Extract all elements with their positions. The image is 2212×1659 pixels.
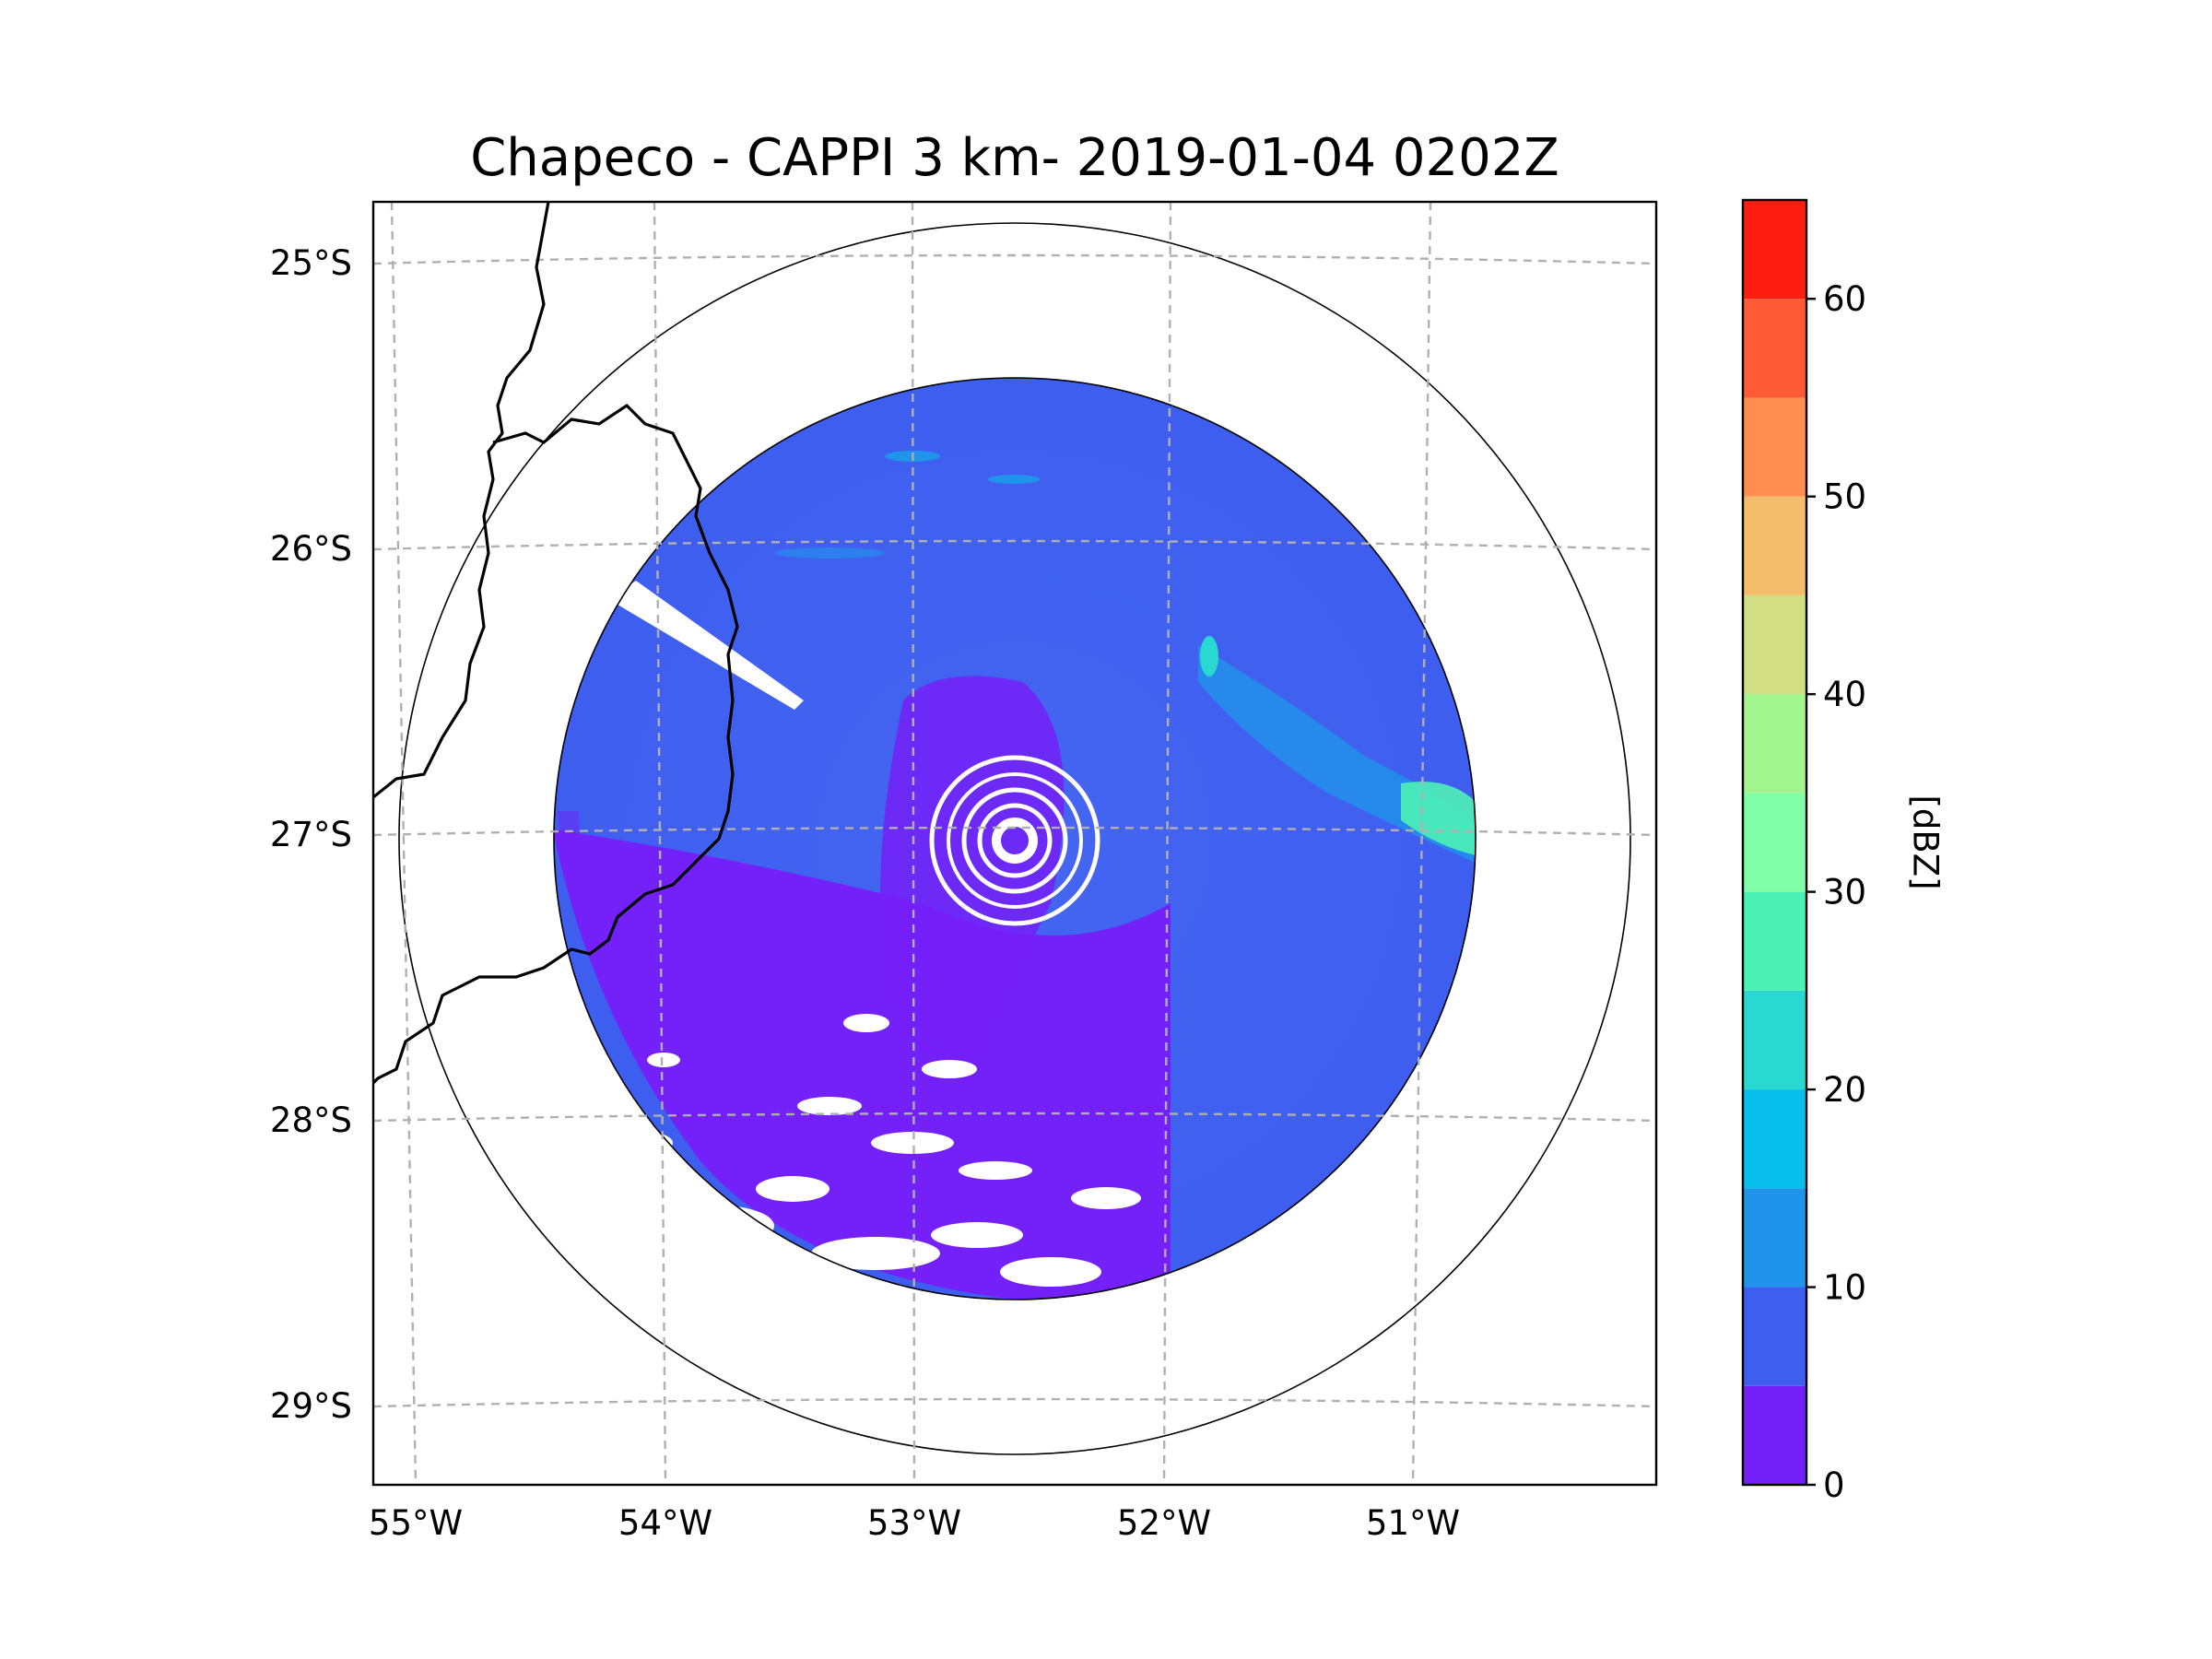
y-tick-label: 25°S (270, 243, 352, 283)
x-tick-label: 55°W (369, 1503, 463, 1543)
colorbar-segment (1743, 594, 1806, 695)
colorbar-segment (1743, 1287, 1806, 1386)
colorbar-segment (1743, 793, 1806, 892)
colorbar-segment (1743, 299, 1806, 398)
x-axis-labels: 55°W 54°W 53°W 52°W 51°W (369, 1503, 1460, 1543)
colorbar-segment (1743, 694, 1806, 794)
colorbar-segment (1743, 1385, 1806, 1485)
x-tick-label: 52°W (1117, 1503, 1211, 1543)
y-tick-label: 29°S (270, 1386, 352, 1426)
y-tick-label: 26°S (270, 529, 352, 569)
colorbar-frame (1741, 198, 1808, 1487)
x-tick-label: 51°W (1366, 1503, 1460, 1543)
y-tick-label: 27°S (270, 815, 352, 854)
colorbar-label: [dBZ] (1906, 794, 1946, 889)
colorbar-segment (1743, 990, 1806, 1090)
colorbar-segment (1743, 397, 1806, 497)
range-ring-inner (553, 377, 1477, 1300)
colorbar-tick-label: 20 (1823, 1070, 1866, 1110)
gridlines (373, 202, 1656, 1485)
x-tick-label: 54°W (618, 1503, 712, 1543)
x-tick-label: 53°W (867, 1503, 961, 1543)
state-boundaries (373, 202, 739, 1085)
colorbar-tick-label: 0 (1823, 1465, 1845, 1505)
y-tick-label: 28°S (270, 1100, 352, 1140)
colorbar-tick-label: 60 (1823, 279, 1866, 319)
ground-clutter-rings (929, 755, 1100, 926)
colorbar-segment (1743, 200, 1806, 300)
chart-title: Chapeco - CAPPI 3 km- 2019-01-04 0202Z (470, 128, 1559, 188)
beam-blockage (608, 581, 804, 710)
colorbar-segment (1743, 496, 1806, 595)
reflectivity-field (554, 378, 1476, 1300)
colorbar-segment (1743, 1089, 1806, 1189)
range-ring-outer (398, 222, 1631, 1455)
colorbar-segment (1743, 1188, 1806, 1288)
colorbar-segment (1743, 891, 1806, 991)
map-area (373, 202, 1656, 1485)
colorbar (1743, 200, 1806, 1485)
map-frame (371, 200, 1658, 1487)
colorbar-tick-label: 50 (1823, 477, 1866, 517)
y-axis-labels: 25°S 26°S 27°S 28°S 29°S (270, 243, 352, 1426)
colorbar-tick-label: 40 (1823, 675, 1866, 714)
colorbar-tick-label: 30 (1823, 873, 1866, 912)
colorbar-tick-label: 10 (1823, 1268, 1866, 1308)
colorbar-ticks: 0 10 20 30 40 50 60 (1806, 279, 1866, 1505)
